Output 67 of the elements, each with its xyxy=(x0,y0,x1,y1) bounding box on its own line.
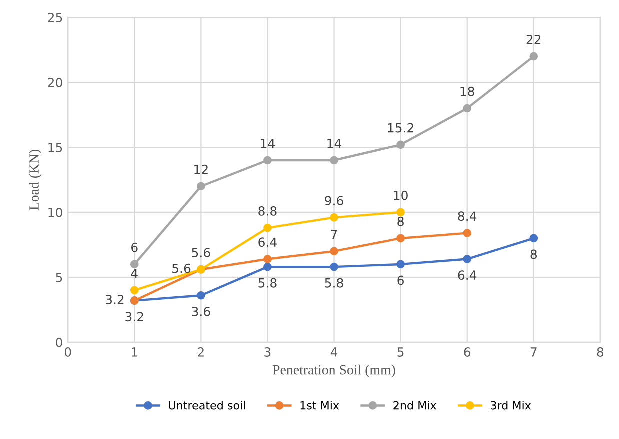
x-tick-label: 5 xyxy=(398,348,404,357)
data-label: 5.6 xyxy=(172,264,191,274)
x-tick-label: 3 xyxy=(264,348,271,357)
point xyxy=(396,208,405,217)
point xyxy=(530,52,538,61)
y-tick-label: 25 xyxy=(48,13,62,22)
point xyxy=(530,234,538,243)
legend-label: Untreated soil xyxy=(169,401,246,410)
data-label: 15.2 xyxy=(388,123,414,133)
data-label: 3.2 xyxy=(126,312,144,322)
data-label: 22 xyxy=(526,34,541,44)
x-tick-label: 8 xyxy=(597,348,604,357)
point xyxy=(264,156,272,165)
point xyxy=(197,182,206,191)
data-label: 8 xyxy=(398,216,404,226)
point xyxy=(463,229,472,238)
point xyxy=(264,255,272,264)
point xyxy=(463,255,472,264)
point xyxy=(130,286,139,295)
point xyxy=(330,156,338,165)
legend-label: 3rd Mix xyxy=(491,401,532,410)
x-tick-label: 6 xyxy=(464,348,471,357)
y-tick-label: 20 xyxy=(48,78,62,88)
point xyxy=(264,262,272,272)
data-label: 5.8 xyxy=(258,278,277,288)
point xyxy=(264,224,272,232)
point xyxy=(396,140,405,150)
point xyxy=(330,262,338,272)
point xyxy=(330,214,338,222)
data-label: 3.6 xyxy=(192,306,210,316)
data-label: 6 xyxy=(398,276,404,286)
x-tick-label: 0 xyxy=(64,348,72,357)
data-label: 8.4 xyxy=(458,212,477,222)
point xyxy=(396,234,405,243)
point xyxy=(197,291,206,300)
x-tick-label: 2 xyxy=(198,348,204,357)
point xyxy=(463,104,472,113)
data-label: 8 xyxy=(530,250,538,260)
data-label: 6 xyxy=(132,242,138,252)
data-label: 5.8 xyxy=(325,278,344,288)
legend-label: 1st Mix xyxy=(300,401,340,410)
y-tick-label: 15 xyxy=(48,143,62,152)
data-label: 4 xyxy=(131,269,138,278)
point xyxy=(130,260,139,269)
data-label: 18 xyxy=(460,86,474,96)
legend-label: 2nd Mix xyxy=(394,401,436,410)
data-label: 7 xyxy=(331,230,338,240)
data-label: 6.4 xyxy=(458,270,477,280)
data-label: 10 xyxy=(394,190,408,200)
y-tick-label: 0 xyxy=(56,338,62,348)
point xyxy=(330,247,338,256)
data-label: 6.4 xyxy=(258,238,277,248)
x-axis-title: Penetration Soil (mm) xyxy=(272,364,396,378)
point xyxy=(396,260,405,269)
y-axis-title: Load (KN) xyxy=(29,150,42,210)
data-label: 3.2 xyxy=(106,295,124,304)
x-tick-label: 7 xyxy=(530,348,537,357)
y-tick-label: 5 xyxy=(56,273,62,282)
y-tick-label: 10 xyxy=(48,208,62,218)
data-label: 5.6 xyxy=(192,248,210,258)
data-label: 8.8 xyxy=(258,206,277,216)
x-tick-label: 1 xyxy=(132,348,138,357)
data-label: 12 xyxy=(194,164,208,174)
x-tick-label: 4 xyxy=(330,348,338,357)
data-label: 14 xyxy=(328,139,342,148)
data-label: 14 xyxy=(261,139,275,148)
data-label: 9.6 xyxy=(325,196,344,206)
